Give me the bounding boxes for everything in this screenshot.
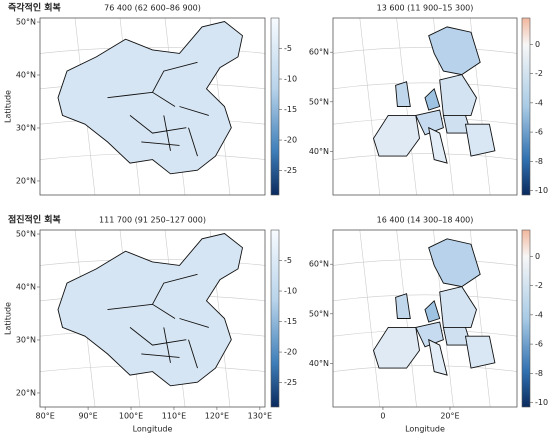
colorbar-tick-label: -15 bbox=[284, 317, 297, 326]
country bbox=[464, 335, 496, 369]
colorbar-tick-label: -20 bbox=[284, 348, 297, 357]
y-tick-label: 30°N bbox=[16, 335, 36, 344]
colorbar-tick-label: -4 bbox=[535, 310, 543, 319]
x-tick-label: 0 bbox=[380, 412, 385, 421]
y-tick-label: 40°N bbox=[16, 71, 36, 80]
x-axis-label: Longitude bbox=[133, 425, 173, 434]
colorbar-tick-label: -6 bbox=[535, 128, 543, 137]
colorbar-tick-label: -10 bbox=[535, 398, 548, 407]
y-tick-label: 60°N bbox=[309, 48, 329, 57]
country bbox=[428, 26, 481, 76]
region-border bbox=[152, 273, 198, 305]
region-border bbox=[188, 339, 198, 369]
panel-title: 점진적인 회복 bbox=[8, 214, 61, 226]
map-frame bbox=[39, 229, 266, 408]
map-frame bbox=[332, 229, 518, 408]
graticule bbox=[332, 294, 518, 302]
graticule bbox=[332, 47, 518, 54]
region-border bbox=[129, 115, 187, 134]
country bbox=[428, 338, 448, 376]
country bbox=[415, 321, 444, 348]
colorbar-tick-label: -5 bbox=[284, 44, 292, 53]
region bbox=[57, 233, 243, 387]
x-tick-label: 120°E bbox=[205, 412, 229, 421]
country bbox=[395, 81, 411, 107]
map-background bbox=[333, 18, 517, 195]
y-tick-label: 40°N bbox=[309, 359, 329, 368]
panel-value: 13 600 (11 900–15 300) bbox=[377, 4, 474, 13]
graticule bbox=[332, 82, 518, 90]
graticule bbox=[332, 365, 518, 372]
panel-value: 76 400 (62 600–86 900) bbox=[104, 4, 201, 13]
panel-value: 16 400 (14 300–18 400) bbox=[377, 216, 474, 225]
colorbar-tick-label: -10 bbox=[284, 75, 297, 84]
graticule bbox=[359, 229, 381, 408]
panel-title: 즉각적인 회복 bbox=[8, 2, 61, 14]
y-axis-label: Latitude bbox=[4, 302, 13, 335]
colorbar-tick-label: -8 bbox=[535, 369, 543, 378]
map-background bbox=[333, 230, 517, 407]
y-tick-label: 40°N bbox=[16, 283, 36, 292]
country bbox=[428, 238, 481, 288]
colorbar bbox=[270, 229, 280, 408]
colorbar-tick-label: -6 bbox=[535, 340, 543, 349]
country bbox=[439, 74, 477, 116]
x-tick-label: 110°E bbox=[162, 412, 186, 421]
graticule bbox=[359, 17, 381, 196]
region-border bbox=[179, 318, 209, 328]
y-tick-label: 50°N bbox=[16, 18, 36, 27]
x-tick-label: 90°E bbox=[78, 412, 97, 421]
colorbar-tick-label: -20 bbox=[284, 136, 297, 145]
colorbar-tick-label: 0 bbox=[535, 40, 540, 49]
y-axis-label: Latitude bbox=[4, 90, 13, 123]
colorbar-tick-label: -2 bbox=[535, 69, 543, 78]
colorbar bbox=[270, 17, 280, 196]
colorbar-tick-label: 0 bbox=[535, 252, 540, 261]
y-tick-label: 40°N bbox=[309, 147, 329, 156]
country bbox=[415, 109, 444, 136]
panel-value: 111 700 (91 250–127 000) bbox=[99, 216, 206, 225]
graticule bbox=[332, 153, 518, 160]
country bbox=[464, 123, 496, 157]
colorbar-tick-label: -8 bbox=[535, 157, 543, 166]
colorbar-tick-label: -10 bbox=[284, 287, 297, 296]
region-border bbox=[179, 106, 209, 116]
x-tick-label: 80°E bbox=[36, 412, 55, 421]
graticule bbox=[332, 259, 518, 266]
region bbox=[57, 21, 243, 175]
country bbox=[424, 299, 441, 323]
colorbar bbox=[521, 17, 531, 196]
region-border bbox=[129, 327, 187, 346]
x-axis-label: Longitude bbox=[405, 425, 445, 434]
y-tick-label: 60°N bbox=[309, 260, 329, 269]
colorbar-tick-label: -2 bbox=[535, 281, 543, 290]
colorbar-tick-label: -25 bbox=[284, 166, 297, 175]
y-tick-label: 20°N bbox=[16, 176, 36, 185]
map-frame bbox=[39, 17, 266, 196]
map-frame bbox=[332, 17, 518, 196]
y-tick-label: 50°N bbox=[309, 97, 329, 106]
country bbox=[428, 126, 448, 164]
x-tick-label: 100°E bbox=[119, 412, 143, 421]
y-tick-label: 20°N bbox=[16, 388, 36, 397]
colorbar bbox=[521, 229, 531, 408]
y-tick-label: 30°N bbox=[16, 123, 36, 132]
x-tick-label: 20°E bbox=[440, 412, 459, 421]
colorbar-tick-label: -4 bbox=[535, 98, 543, 107]
y-tick-label: 50°N bbox=[16, 230, 36, 239]
colorbar-tick-label: -10 bbox=[535, 186, 548, 195]
colorbar-tick-label: -25 bbox=[284, 378, 297, 387]
region-border bbox=[152, 61, 198, 93]
x-tick-label: 130°E bbox=[248, 412, 272, 421]
colorbar-tick-label: -5 bbox=[284, 256, 292, 265]
country bbox=[424, 87, 441, 111]
region-border bbox=[188, 127, 198, 157]
y-tick-label: 50°N bbox=[309, 309, 329, 318]
country bbox=[439, 286, 477, 328]
region-border bbox=[141, 141, 180, 146]
country bbox=[395, 293, 411, 319]
colorbar-tick-label: -15 bbox=[284, 105, 297, 114]
region-border bbox=[141, 353, 180, 358]
